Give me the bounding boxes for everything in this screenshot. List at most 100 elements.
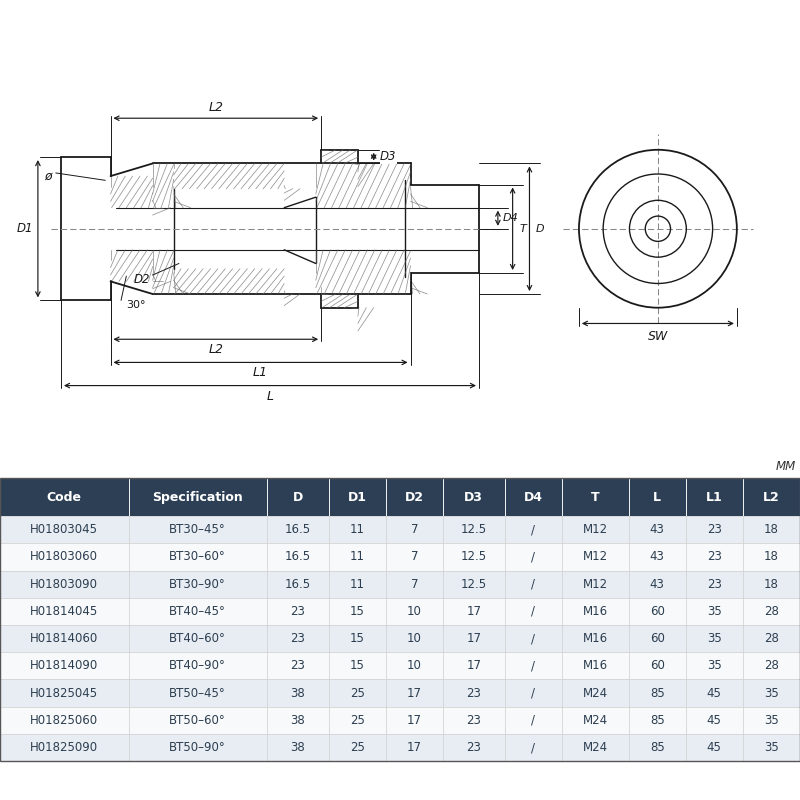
Text: M16: M16 — [582, 632, 608, 645]
FancyBboxPatch shape — [686, 570, 743, 598]
FancyBboxPatch shape — [329, 679, 386, 706]
Text: L: L — [266, 390, 274, 402]
Text: MM: MM — [776, 460, 796, 473]
Text: M12: M12 — [582, 523, 608, 536]
Text: 23: 23 — [290, 605, 305, 618]
FancyBboxPatch shape — [505, 598, 562, 625]
Text: 85: 85 — [650, 714, 665, 727]
Text: H01825045: H01825045 — [30, 686, 98, 699]
Text: 38: 38 — [290, 686, 305, 699]
FancyBboxPatch shape — [505, 478, 562, 516]
Text: 60: 60 — [650, 659, 665, 672]
FancyBboxPatch shape — [562, 516, 629, 543]
Text: BT30–90°: BT30–90° — [170, 578, 226, 590]
FancyBboxPatch shape — [329, 652, 386, 679]
FancyBboxPatch shape — [629, 516, 686, 543]
Text: T: T — [520, 224, 526, 234]
Text: 45: 45 — [707, 741, 722, 754]
FancyBboxPatch shape — [0, 734, 129, 761]
Text: 18: 18 — [764, 523, 779, 536]
Text: H01803090: H01803090 — [30, 578, 98, 590]
FancyBboxPatch shape — [686, 652, 743, 679]
Text: /: / — [531, 714, 535, 727]
Text: 23: 23 — [707, 523, 722, 536]
FancyBboxPatch shape — [266, 598, 329, 625]
FancyBboxPatch shape — [266, 679, 329, 706]
FancyBboxPatch shape — [562, 625, 629, 652]
Text: /: / — [531, 741, 535, 754]
Text: 43: 43 — [650, 523, 665, 536]
Text: L2: L2 — [208, 101, 223, 114]
Text: 15: 15 — [350, 605, 365, 618]
Text: 10: 10 — [407, 632, 422, 645]
Text: L: L — [653, 490, 661, 503]
Text: 23: 23 — [707, 578, 722, 590]
Text: 60: 60 — [650, 605, 665, 618]
FancyBboxPatch shape — [266, 652, 329, 679]
FancyBboxPatch shape — [443, 625, 505, 652]
Text: 35: 35 — [707, 659, 722, 672]
Text: 23: 23 — [466, 714, 482, 727]
FancyBboxPatch shape — [629, 598, 686, 625]
FancyBboxPatch shape — [386, 679, 443, 706]
FancyBboxPatch shape — [505, 543, 562, 570]
FancyBboxPatch shape — [629, 570, 686, 598]
FancyBboxPatch shape — [0, 478, 129, 516]
Text: 17: 17 — [406, 714, 422, 727]
Text: M12: M12 — [582, 578, 608, 590]
Text: M24: M24 — [582, 741, 608, 754]
FancyBboxPatch shape — [443, 679, 505, 706]
Text: H01825090: H01825090 — [30, 741, 98, 754]
FancyBboxPatch shape — [0, 652, 129, 679]
FancyBboxPatch shape — [0, 543, 129, 570]
FancyBboxPatch shape — [629, 679, 686, 706]
Text: D: D — [536, 224, 544, 234]
FancyBboxPatch shape — [329, 516, 386, 543]
Text: ø: ø — [45, 170, 52, 182]
FancyBboxPatch shape — [743, 543, 800, 570]
Text: /: / — [531, 605, 535, 618]
Text: T: T — [591, 490, 599, 503]
FancyBboxPatch shape — [386, 652, 443, 679]
Text: 11: 11 — [350, 578, 365, 590]
FancyBboxPatch shape — [505, 570, 562, 598]
Text: BT40–45°: BT40–45° — [169, 605, 226, 618]
FancyBboxPatch shape — [505, 706, 562, 734]
FancyBboxPatch shape — [329, 706, 386, 734]
FancyBboxPatch shape — [386, 478, 443, 516]
FancyBboxPatch shape — [329, 570, 386, 598]
FancyBboxPatch shape — [386, 516, 443, 543]
Text: 35: 35 — [764, 714, 779, 727]
FancyBboxPatch shape — [266, 570, 329, 598]
Text: 11: 11 — [350, 523, 365, 536]
FancyBboxPatch shape — [386, 706, 443, 734]
Text: D3: D3 — [464, 490, 483, 503]
FancyBboxPatch shape — [743, 679, 800, 706]
Text: 28: 28 — [764, 632, 779, 645]
FancyBboxPatch shape — [743, 625, 800, 652]
Text: 45: 45 — [707, 714, 722, 727]
FancyBboxPatch shape — [562, 598, 629, 625]
FancyBboxPatch shape — [443, 478, 505, 516]
Text: 25: 25 — [350, 714, 365, 727]
FancyBboxPatch shape — [743, 706, 800, 734]
Text: M16: M16 — [582, 659, 608, 672]
Text: 16.5: 16.5 — [285, 578, 310, 590]
Text: 15: 15 — [350, 632, 365, 645]
Text: 7: 7 — [410, 523, 418, 536]
Text: 30°: 30° — [126, 299, 146, 310]
FancyBboxPatch shape — [505, 679, 562, 706]
Text: H01814045: H01814045 — [30, 605, 98, 618]
FancyBboxPatch shape — [129, 734, 266, 761]
FancyBboxPatch shape — [629, 706, 686, 734]
Text: 23: 23 — [707, 550, 722, 563]
FancyBboxPatch shape — [443, 543, 505, 570]
Text: 43: 43 — [650, 578, 665, 590]
FancyBboxPatch shape — [743, 516, 800, 543]
Text: /: / — [531, 659, 535, 672]
FancyBboxPatch shape — [629, 543, 686, 570]
Text: H01825060: H01825060 — [30, 714, 98, 727]
Text: /: / — [531, 523, 535, 536]
Text: 10: 10 — [407, 605, 422, 618]
Text: 17: 17 — [466, 632, 482, 645]
